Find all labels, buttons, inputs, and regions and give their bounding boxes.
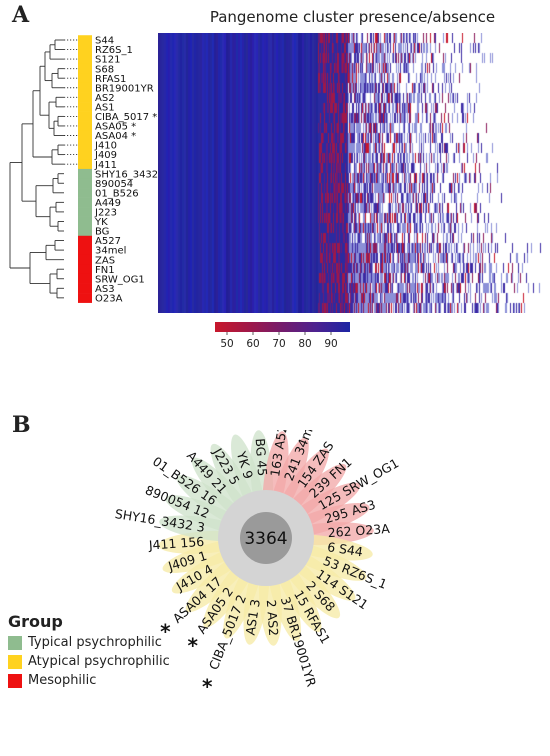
strain-label: RFAS1 bbox=[95, 74, 126, 85]
strain-label: SHY16_3432 bbox=[95, 169, 158, 180]
strain-label: BG bbox=[95, 227, 109, 238]
colorbar-tick-label: 60 bbox=[246, 338, 259, 350]
legend-swatch-mesophilic bbox=[8, 673, 22, 688]
strain-label: ASA04 * bbox=[95, 131, 136, 142]
asterisk-marker: * bbox=[202, 675, 213, 699]
strain-label: BR19001YR bbox=[95, 83, 154, 94]
strain-label: FN1 bbox=[95, 265, 115, 276]
strain-label: AS2 bbox=[95, 93, 115, 104]
legend-item-atypical: Atypical psychrophilic bbox=[8, 652, 170, 671]
legend-item-typical: Typical psychrophilic bbox=[8, 633, 170, 652]
core-count: 3364 bbox=[244, 529, 287, 549]
legend-item-mesophilic: Mesophilic bbox=[8, 671, 170, 690]
strain-label: YK bbox=[94, 217, 108, 228]
legend-label: Mesophilic bbox=[28, 673, 97, 688]
identity-colorbar: 50 60 70 80 90 bbox=[215, 322, 350, 350]
strain-label: J410 bbox=[94, 141, 117, 152]
group-legend: Group Typical psychrophilic Atypical psy… bbox=[8, 612, 170, 690]
strain-label: 01_B526 bbox=[95, 188, 139, 199]
strain-label: 890054 bbox=[95, 179, 133, 190]
strain-label: SRW_OG1 bbox=[95, 274, 145, 285]
strain-label: AS3 bbox=[95, 284, 115, 295]
petal-label: 2 AS2 bbox=[264, 599, 282, 636]
strain-label: S68 bbox=[95, 64, 114, 75]
strain-label: CIBA_5017 * bbox=[95, 112, 157, 123]
strain-label: J411 bbox=[94, 160, 117, 171]
legend-title: Group bbox=[8, 612, 63, 631]
core-circle bbox=[240, 512, 292, 564]
strain-label: O23A bbox=[95, 293, 123, 304]
panel-b-label: B bbox=[12, 412, 31, 438]
strain-label: ASA05 * bbox=[95, 122, 136, 133]
asterisk-marker: * bbox=[160, 619, 171, 643]
petal-label: 6 S44 bbox=[326, 539, 364, 559]
asterisk-marker: * bbox=[187, 633, 198, 657]
strain-label: RZ6S_1 bbox=[95, 45, 133, 56]
colorbar-tick-label: 90 bbox=[324, 338, 337, 350]
strain-label: 34mel bbox=[95, 246, 126, 257]
strain-label: ZAS bbox=[95, 255, 115, 266]
petal-label: 262 O23A bbox=[327, 521, 390, 540]
panel-a-label: A bbox=[12, 2, 30, 28]
dendrogram-with-strain-labels: S44RZ6S_1S121S68RFAS1BR19001YRAS2AS1CIBA… bbox=[9, 35, 158, 304]
legend-swatch-typical bbox=[8, 635, 22, 650]
colorbar-gradient bbox=[215, 322, 350, 332]
strain-label: A449 bbox=[95, 198, 121, 209]
strain-label: S121 bbox=[95, 55, 120, 66]
petal-label: AS1 3 bbox=[242, 598, 262, 636]
colorbar-tick-label: 70 bbox=[272, 338, 285, 350]
strain-label: J409 bbox=[94, 150, 117, 161]
legend-label: Typical psychrophilic bbox=[28, 635, 162, 650]
petal-label: J411 156 bbox=[147, 534, 204, 553]
strain-label: A527 bbox=[95, 236, 121, 247]
strain-label: J223 bbox=[94, 208, 117, 219]
legend-label: Atypical psychrophilic bbox=[28, 654, 170, 669]
petal-label: BG 45 bbox=[253, 438, 271, 477]
strain-label: AS1 bbox=[95, 102, 115, 113]
colorbar-tick-label: 80 bbox=[298, 338, 311, 350]
colorbar-tick-label: 50 bbox=[220, 338, 233, 350]
heatmap-title: Pangenome cluster presence/absence bbox=[209, 8, 496, 26]
legend-swatch-atypical bbox=[8, 654, 22, 669]
presence-absence-heatmap bbox=[158, 33, 543, 313]
strain-label: S44 bbox=[95, 36, 114, 47]
